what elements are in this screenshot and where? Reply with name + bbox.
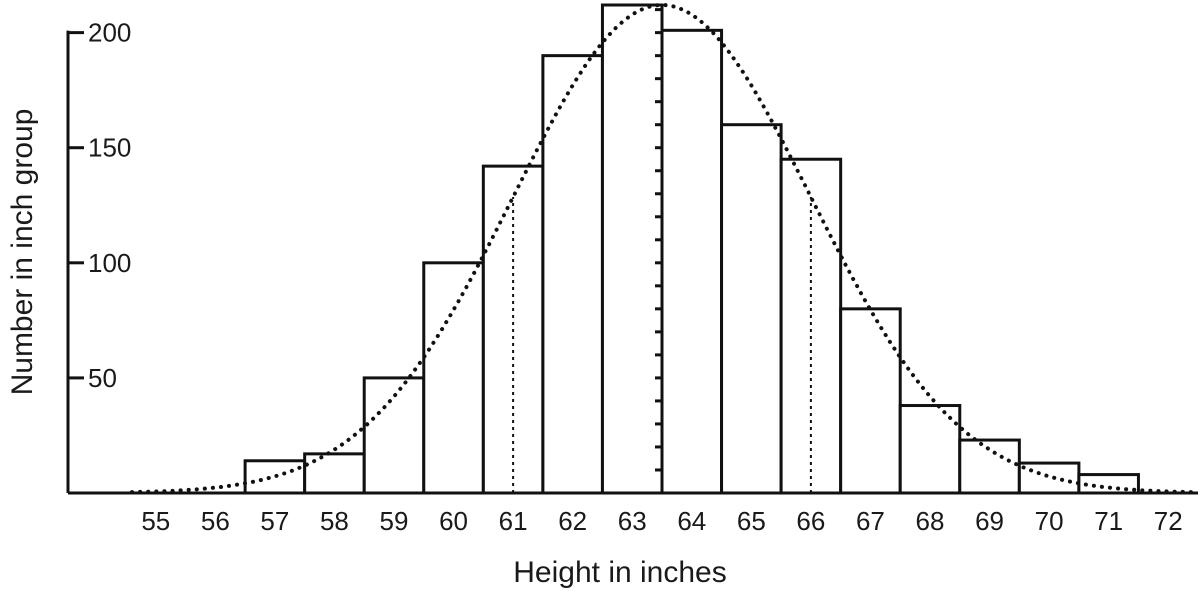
bars-layer: [243, 3, 1140, 495]
normal-curve: [130, 2, 1200, 495]
normal-curve-layer: [130, 2, 1200, 495]
x-tick-label-61: 61: [499, 506, 528, 536]
x-tick-label-62: 62: [558, 506, 587, 536]
x-tick-label-72: 72: [1154, 506, 1183, 536]
x-tick-label-69: 69: [975, 506, 1004, 536]
x-tick-label-66: 66: [796, 506, 825, 536]
bar-64: [660, 28, 724, 495]
y-tick-labels: 50 100 150 200: [88, 18, 131, 393]
bar-60: [422, 261, 485, 495]
x-tick-label-71: 71: [1094, 506, 1123, 536]
x-tick-label-57: 57: [260, 506, 289, 536]
bar-70: [1017, 461, 1081, 495]
x-tick-label-65: 65: [737, 506, 766, 536]
bar-66: [779, 157, 843, 495]
y-tick-label-50: 50: [88, 363, 117, 393]
x-tick-label-59: 59: [380, 506, 409, 536]
x-axis-title: Height in inches: [513, 556, 726, 589]
bar-63: [600, 3, 664, 495]
x-tick-labels: 55 56 57 58 59 60 61 62 63 64 65 66 67 68 69 70 71 72: [141, 506, 1182, 536]
x-tick-label-68: 68: [916, 506, 945, 536]
y-tick-label-200: 200: [88, 18, 131, 48]
y-tick-label-150: 150: [88, 133, 131, 163]
bar-67: [839, 307, 902, 495]
bar-65: [720, 123, 783, 495]
y-tick-label-100: 100: [88, 248, 131, 278]
x-tick-label-55: 55: [141, 506, 170, 536]
mean-marker-layer: [655, 5, 664, 493]
x-tick-label-58: 58: [320, 506, 349, 536]
y-axis-title: Number in inch group: [6, 109, 39, 396]
x-tick-label-56: 56: [201, 506, 230, 536]
bar-71: [1077, 473, 1140, 495]
x-tick-label-70: 70: [1035, 506, 1064, 536]
x-tick-label-67: 67: [856, 506, 885, 536]
axes-layer: [66, 30, 1198, 495]
x-tick-label-63: 63: [618, 506, 647, 536]
x-tick-label-60: 60: [439, 506, 468, 536]
sd-markers-layer: [512, 197, 812, 493]
x-tick-label-64: 64: [677, 506, 706, 536]
